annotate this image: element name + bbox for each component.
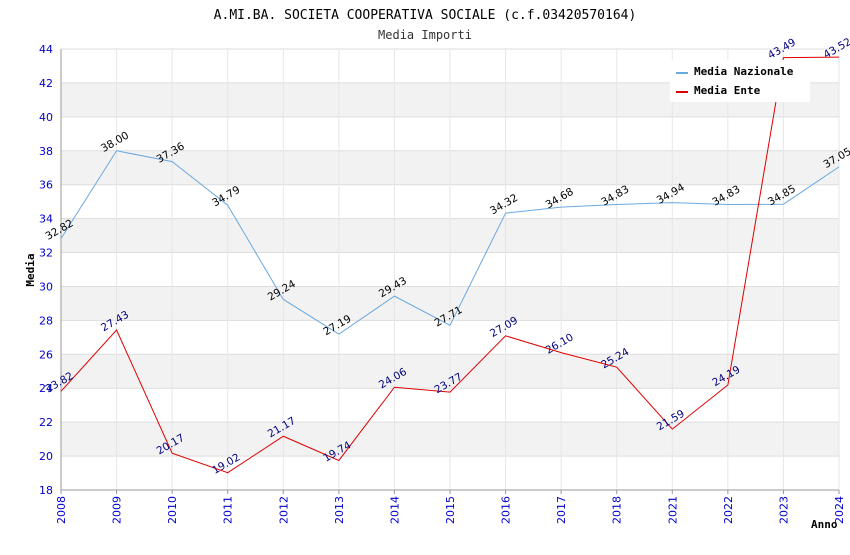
gridlines [60,48,840,491]
chart-subtitle: Media Importi [378,28,472,42]
x-tick-label: 2017 [555,496,568,524]
legend-box [670,60,810,102]
y-tick-label: 22 [39,416,53,429]
y-tick-label: 32 [39,247,53,260]
x-tick-label: 2013 [333,496,346,524]
x-tick-label: 2022 [722,496,735,524]
y-tick-label: 30 [39,280,53,293]
y-tick-label: 42 [39,77,53,90]
y-tick-label: 20 [39,450,53,463]
series-lines [60,56,840,474]
axes [60,49,840,494]
legend: Media Nazionale Media Ente [670,60,810,102]
x-tick-label: 2016 [500,496,513,524]
data-label-nazionale: 34.79 [210,184,242,209]
x-tick-label: 2008 [55,496,68,524]
y-tick-label: 26 [39,348,53,361]
y-tick-label: 24 [39,382,53,395]
x-tick-label: 2009 [111,496,124,524]
data-label-ente: 26.10 [544,331,576,356]
y-tick-label: 18 [39,484,53,497]
x-tick-label: 2024 [833,496,846,524]
y-tick-label: 44 [39,43,53,56]
y-tick-label: 38 [39,145,53,158]
x-tick-label: 2011 [222,496,235,524]
chart-title: A.MI.BA. SOCIETA COOPERATIVA SOCIALE (c.… [214,8,637,23]
x-tick-label: 2010 [166,496,179,524]
y-tick-label: 40 [39,111,53,124]
data-label-nazionale: 34.32 [488,192,520,217]
x-tick-label: 2021 [666,496,679,524]
y-tick-label: 28 [39,314,53,327]
x-tick-label: 2018 [611,496,624,524]
y-tick-label: 34 [39,213,53,226]
x-tick-label: 2015 [444,496,457,524]
x-tick-label: 2012 [277,496,290,524]
x-axis-label: Anno [811,518,838,531]
x-tick-label: 2023 [777,496,790,524]
legend-label-nazionale: Media Nazionale [694,65,794,78]
y-axis-label: Media [24,253,37,286]
series-line-media-nazionale [60,150,840,335]
legend-label-ente: Media Ente [694,84,761,97]
data-label-ente: 23.82 [43,370,75,395]
y-tick-label: 36 [39,179,53,192]
series-line-media-ente [60,56,840,474]
x-tick-label: 2014 [388,496,401,524]
